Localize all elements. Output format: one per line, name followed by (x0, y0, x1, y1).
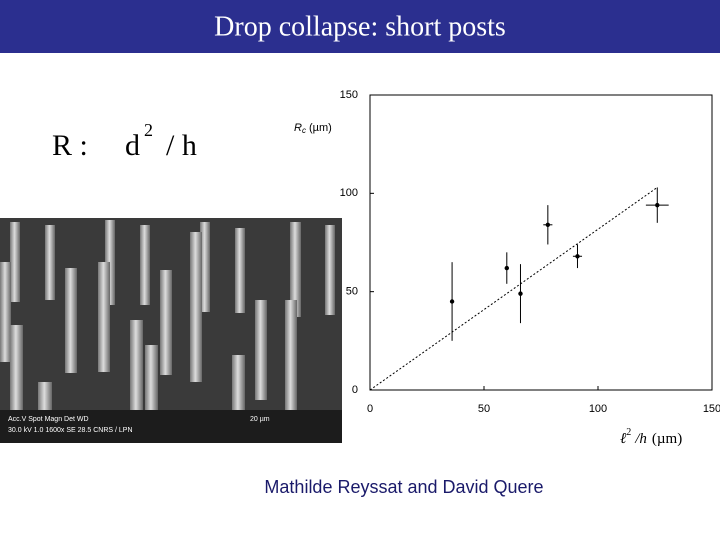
y-label-symbol: R (294, 122, 302, 134)
slide-title: Drop collapse: short posts (214, 11, 506, 42)
formula-rest: / h (166, 129, 197, 162)
formula-exponent: 2 (144, 120, 153, 140)
y-label-subscript: c (302, 126, 306, 135)
x-tick-label: 50 (478, 403, 490, 415)
fit-line (369, 187, 658, 391)
point (449, 299, 455, 304)
image-label: Acc.V Spot Magn Det WD (8, 416, 89, 423)
y-tick-label: 100 (340, 187, 358, 199)
point (518, 291, 523, 296)
image-scale: 20 µm (250, 416, 270, 423)
point (545, 222, 551, 227)
formula: R : d 2 / h (52, 120, 197, 162)
x-label-symbol: ℓ (620, 431, 626, 447)
x-tick-label: 0 (367, 403, 373, 415)
x-axis-label: ℓ2/h (µm) (620, 427, 682, 447)
x-label-rest: /h (634, 431, 647, 447)
point (575, 254, 580, 259)
formula-lhs: R : (52, 129, 88, 162)
y-label-unit: (µm) (309, 122, 332, 134)
caption: Mathilde Reyssat and David Quere (264, 477, 543, 497)
y-tick-label: 150 (340, 89, 358, 101)
x-label-unit: (µm) (652, 431, 682, 447)
x-tick-label: 100 (589, 403, 607, 415)
y-tick-label: 0 (352, 384, 358, 396)
formula-base: d (125, 129, 140, 162)
point (655, 202, 660, 208)
plot-frame (369, 94, 713, 391)
x-label-superscript: 2 (626, 427, 631, 438)
sem-image: Acc.V Spot Magn Det WD 20 µm 30.0 kV 1.0… (0, 218, 342, 443)
point (504, 265, 509, 271)
y-tick-label: 50 (346, 286, 358, 298)
y-axis-label: Rc (µm) (294, 122, 332, 135)
title-bar (0, 0, 720, 53)
x-tick-label: 150 (703, 403, 720, 415)
image-label: 30.0 kV 1.0 1600x SE 28.5 CNRS / LPN (8, 427, 133, 434)
